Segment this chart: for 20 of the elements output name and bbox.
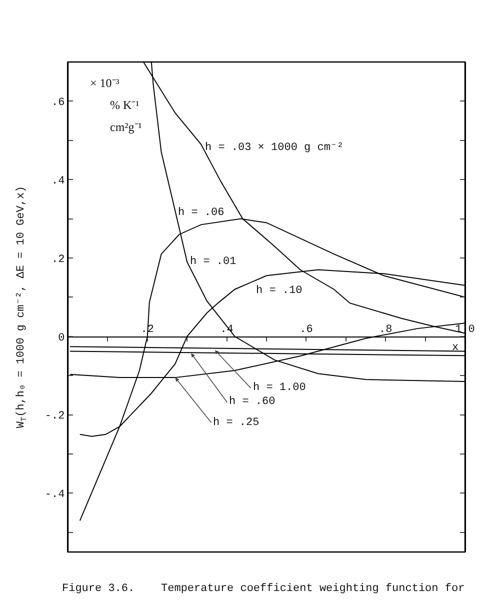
annotation: h = 1.00 [253,382,306,394]
y-tick-label: -.4 [44,489,66,502]
y-tick-label: 0 [58,332,65,344]
annotation: h = .25 [213,417,260,429]
y-tick-label: -.2 [44,410,65,423]
annotation: h = .06 [178,207,224,219]
annotation: h = .60 [229,396,276,408]
y-tick-label: .6 [51,97,65,110]
annotation: × 10⁻³ [90,76,120,90]
annotation: h = .01 [190,256,237,268]
y-tick-label: .2 [51,254,65,266]
x-tick-label: .6 [300,324,313,336]
annotation: % K⁻¹ [110,98,140,112]
caption: Figure 3.6. Temperature coefficient weighting function for [62,583,465,595]
x-axis-title: x [452,342,459,354]
annotation: h = .10 [256,285,302,297]
annotation: h = .03 × 1000 g cm⁻² [205,142,344,154]
annotation: cm²g⁻¹ [110,120,142,134]
x-tick-label: .8 [379,324,392,336]
y-tick-label: .4 [51,175,66,188]
